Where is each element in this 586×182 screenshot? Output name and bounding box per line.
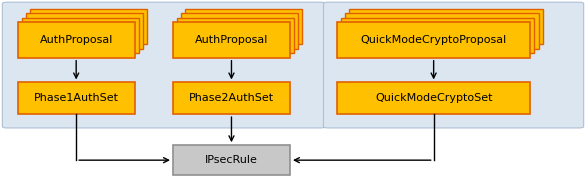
FancyBboxPatch shape [345, 13, 539, 49]
FancyBboxPatch shape [337, 82, 530, 114]
FancyBboxPatch shape [2, 2, 325, 128]
Text: Phase2AuthSet: Phase2AuthSet [189, 93, 274, 103]
FancyBboxPatch shape [173, 22, 290, 58]
FancyBboxPatch shape [341, 18, 534, 53]
FancyBboxPatch shape [323, 2, 584, 128]
FancyBboxPatch shape [177, 18, 294, 53]
FancyBboxPatch shape [185, 9, 302, 44]
Text: AuthProposal: AuthProposal [39, 35, 113, 45]
FancyBboxPatch shape [173, 145, 290, 175]
FancyBboxPatch shape [30, 9, 147, 44]
FancyBboxPatch shape [173, 82, 290, 114]
Text: QuickModeCryptoProposal: QuickModeCryptoProposal [360, 35, 507, 45]
Text: AuthProposal: AuthProposal [195, 35, 268, 45]
Text: IPsecRule: IPsecRule [205, 155, 258, 165]
FancyBboxPatch shape [18, 22, 135, 58]
Text: Phase1AuthSet: Phase1AuthSet [33, 93, 119, 103]
FancyBboxPatch shape [337, 22, 530, 58]
FancyBboxPatch shape [349, 9, 543, 44]
FancyBboxPatch shape [26, 13, 143, 49]
Text: QuickModeCryptoSet: QuickModeCryptoSet [375, 93, 492, 103]
FancyBboxPatch shape [18, 82, 135, 114]
FancyBboxPatch shape [22, 18, 139, 53]
FancyBboxPatch shape [181, 13, 298, 49]
